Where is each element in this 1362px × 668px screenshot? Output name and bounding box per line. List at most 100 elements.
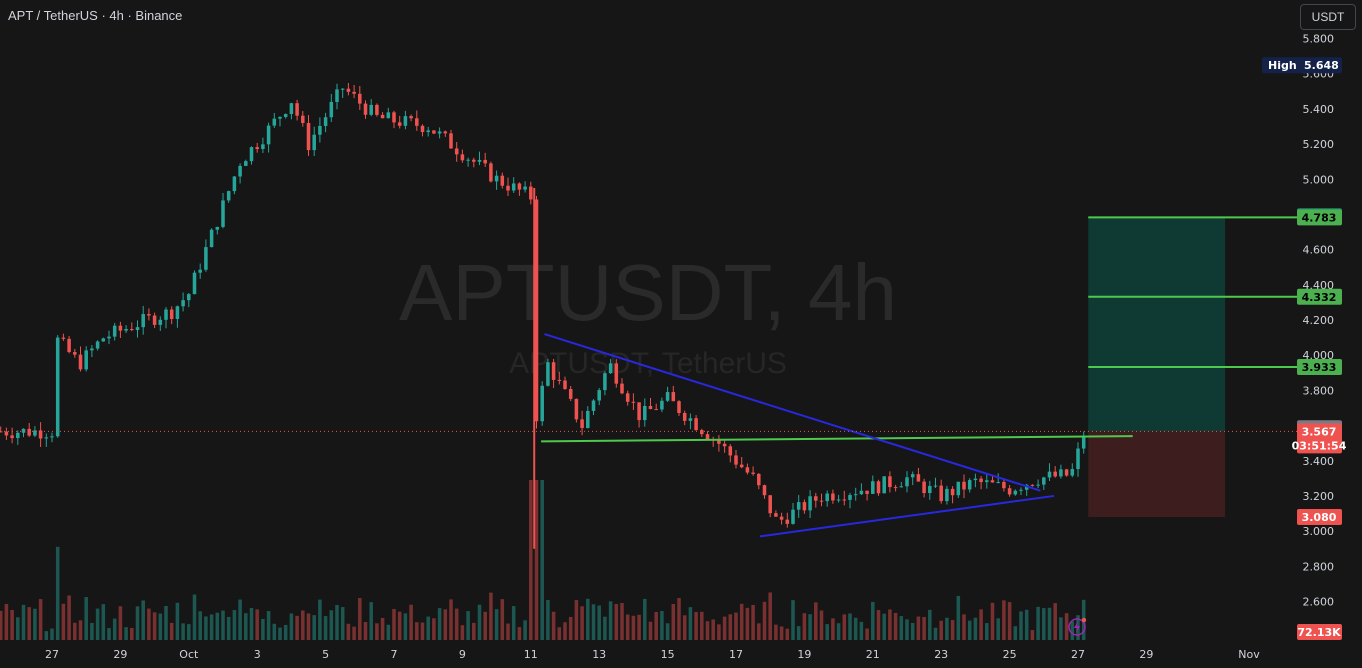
candle-body: [130, 328, 134, 331]
price-badges: High5.6484.7904.7834.3323.9333.5853.5670…: [1068, 57, 1347, 640]
time-tick-label: 5: [322, 648, 329, 661]
candle-body: [437, 131, 442, 134]
candle-body: [403, 116, 408, 126]
stop-loss-badge: 3.080: [1302, 511, 1337, 524]
volume-bar: [694, 612, 698, 640]
candle-body: [677, 401, 681, 413]
candle-body: [591, 400, 596, 411]
candle-body: [557, 379, 562, 381]
volume-bar: [4, 603, 9, 640]
candle-body: [586, 410, 590, 428]
volume-bar: [415, 622, 419, 640]
volume-bar: [409, 604, 413, 640]
candle-body: [893, 487, 898, 489]
time-tick-label: 11: [524, 648, 538, 661]
price-tick-label: 4.600: [1303, 244, 1335, 257]
volume-bar: [249, 608, 254, 640]
candle-body: [682, 412, 687, 421]
volume-bar: [1036, 606, 1040, 640]
candle-body: [198, 269, 202, 273]
volume-bar: [238, 599, 242, 640]
candle-body: [346, 88, 351, 92]
candle-body: [266, 125, 271, 145]
volume-bar: [33, 608, 37, 640]
volume-bar: [899, 616, 904, 640]
volume-bar: [882, 613, 886, 640]
chart-drawings[interactable]: [0, 216, 1300, 538]
candle-body: [654, 409, 658, 411]
candle-body: [933, 485, 938, 487]
candle-body: [802, 502, 807, 511]
volume-bar: [169, 622, 174, 640]
volume-bar: [90, 622, 94, 640]
volume-bar: [557, 627, 562, 640]
time-tick-label: Nov: [1238, 648, 1260, 661]
candle-body: [175, 306, 180, 320]
candle-body: [306, 122, 311, 151]
volume-badge: 72.13K: [1297, 626, 1341, 639]
watermark-symbol: APTUSDT, 4h: [399, 248, 897, 337]
volume-bar: [779, 626, 784, 640]
volume-bar: [848, 613, 852, 640]
volume-bar: [762, 601, 767, 640]
volume-bar: [933, 627, 938, 640]
candle-body: [4, 431, 9, 436]
volume-bar: [745, 607, 750, 640]
candle-body: [865, 490, 869, 494]
time-tick-label: Oct: [179, 648, 199, 661]
candle-body: [107, 336, 111, 339]
volume-bar: [403, 613, 408, 640]
candle-body: [232, 176, 237, 192]
candle-body: [511, 183, 516, 191]
candle-body: [112, 325, 117, 337]
volume-bar: [16, 617, 20, 640]
volume-bar: [335, 605, 339, 640]
volume-bar: [853, 617, 858, 640]
volume-bar: [648, 621, 653, 640]
candle-body: [734, 455, 738, 465]
position-target-zone: [1088, 217, 1226, 432]
volume-bar: [814, 602, 818, 640]
symbol-title[interactable]: APT / TetherUS · 4h · Binance: [8, 8, 183, 23]
volume-bar: [346, 623, 351, 640]
volume-bar: [996, 618, 1000, 640]
candle-body: [494, 175, 499, 182]
candle-body: [340, 88, 345, 90]
tp3-badge-bg: [1297, 209, 1342, 226]
time-tick-label: 23: [934, 648, 948, 661]
volume-bar: [147, 608, 151, 640]
volume-bar: [791, 600, 795, 640]
candle-body: [135, 327, 140, 331]
candle-body: [962, 481, 966, 490]
volume-bar: [643, 598, 647, 640]
candle-body: [78, 354, 83, 370]
volume-bar: [0, 610, 3, 640]
volume-bar: [244, 613, 248, 640]
time-tick-label: 29: [1139, 648, 1153, 661]
volume-bar: [158, 613, 163, 640]
candle-body: [238, 165, 242, 177]
volume-bar: [597, 605, 601, 640]
volume-bar: [38, 599, 43, 640]
candle-body: [169, 309, 174, 320]
volume-bar: [449, 599, 453, 640]
volume-bar: [922, 617, 926, 640]
volume-bar: [369, 602, 373, 640]
time-tick-label: 13: [592, 648, 606, 661]
current-price-badge: 3.567: [1302, 425, 1337, 438]
candle-body: [454, 148, 459, 155]
candle-body: [700, 430, 704, 435]
volume-bar: [580, 606, 584, 640]
volume-bar: [506, 623, 510, 640]
candle-body: [426, 130, 430, 133]
volume-bar: [962, 614, 966, 640]
currency-button[interactable]: USDT: [1300, 4, 1356, 30]
volume-bar: [426, 616, 430, 640]
volume-bar: [340, 607, 345, 640]
candle-body: [688, 418, 693, 421]
volume-bar: [329, 610, 334, 640]
volume-bar: [825, 624, 829, 640]
lightning-icon: [1068, 618, 1086, 636]
candle-body: [483, 159, 487, 164]
